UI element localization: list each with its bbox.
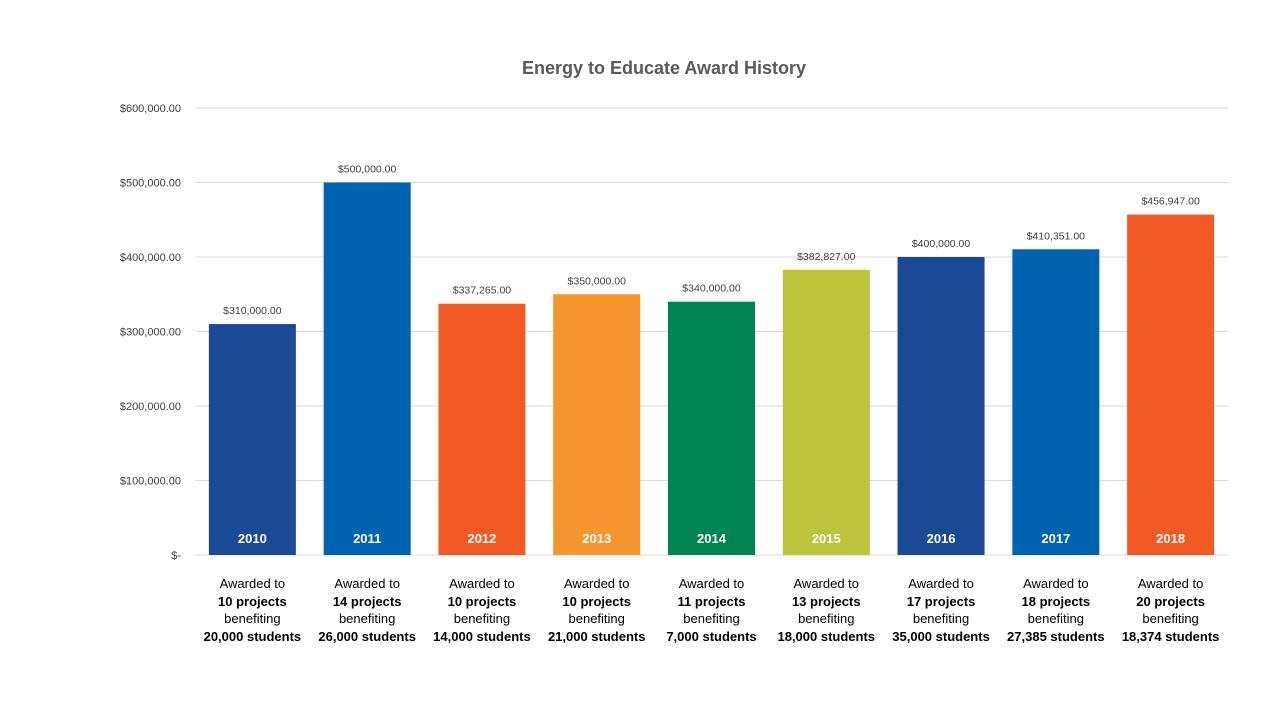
data-label: $337,265.00: [453, 285, 512, 297]
caption-line2: 10 projects: [218, 593, 287, 609]
category-label: 2016: [927, 531, 956, 546]
caption-line4: 21,000 students: [547, 628, 646, 644]
data-label: $310,000.00: [223, 305, 282, 317]
data-label: $500,000.00: [338, 164, 397, 176]
award-caption: Awarded to 10 projects benefiting 20,000 st…: [197, 575, 307, 645]
caption-line4: 18,000 students: [777, 628, 876, 644]
chart-title: Energy to Educate Award History: [522, 58, 806, 78]
caption-line1: Awarded to: [449, 576, 515, 591]
caption-line4: 26,000 students: [318, 628, 416, 644]
y-tick-label: $300,000.00: [120, 327, 181, 339]
caption-line1: Awarded to: [219, 576, 286, 591]
data-label: $382,827.00: [797, 251, 856, 263]
y-tick-label: $200,000.00: [120, 401, 181, 413]
caption-line2: 10 projects: [447, 593, 517, 609]
bar-2010: [208, 324, 296, 555]
caption-line4: 7,000 students: [666, 628, 757, 644]
caption-line1: Awarded to: [678, 576, 745, 591]
category-label: 2015: [812, 531, 841, 546]
data-label: $456,947.00: [1141, 196, 1200, 208]
category-label: 2018: [1156, 531, 1185, 546]
caption-line3: benefiting: [1027, 611, 1085, 626]
bar-2015: [782, 269, 870, 555]
category-label: 2012: [467, 531, 496, 546]
data-label: $340,000.00: [682, 283, 741, 295]
bar-2013: [553, 294, 641, 555]
y-tick-label: $400,000.00: [120, 252, 181, 264]
caption-line1: Awarded to: [563, 576, 630, 591]
caption-line3: benefiting: [568, 611, 625, 626]
award-caption: Awarded to 17 projects benefiting 35,000 st…: [886, 575, 996, 645]
caption-line4: 20,000 students: [203, 628, 302, 644]
caption-line2: 13 projects: [791, 593, 861, 609]
caption-line1: Awarded to: [334, 576, 400, 591]
category-label: 2011: [353, 531, 381, 546]
bar-2014: [668, 301, 755, 555]
caption-line4: 18,374 students: [1121, 628, 1220, 644]
category-label: 2014: [697, 531, 727, 546]
caption-line2: 14 projects: [332, 593, 402, 609]
caption-line3: benefiting: [224, 611, 281, 626]
bar-2012: [438, 303, 526, 555]
data-labels: $310,000.00 $500,000.00 $337,265.00 $350,00…: [223, 164, 1200, 318]
caption-line2: 17 projects: [906, 593, 976, 609]
award-caption: Awarded to 14 projects benefiting 26,000 st…: [312, 575, 422, 645]
caption-line3: benefiting: [798, 611, 855, 626]
caption-line3: benefiting: [338, 611, 396, 626]
category-label: 2013: [582, 531, 611, 546]
caption-line3: benefiting: [453, 611, 511, 626]
y-tick-label: $-: [171, 550, 181, 562]
caption-line3: benefiting: [1142, 611, 1199, 626]
bar-2017: [1012, 249, 1100, 555]
caption-line2: 11 projects: [677, 593, 746, 609]
bar-2018: [1127, 214, 1215, 556]
data-label: $350,000.00: [568, 275, 627, 287]
y-tick-label: $500,000.00: [120, 178, 181, 190]
caption-line1: Awarded to: [908, 576, 974, 591]
award-caption: Awarded to 13 projects benefiting 18,000 st…: [771, 575, 881, 645]
caption-line4: 14,000 students: [433, 628, 531, 644]
caption-line3: benefiting: [912, 611, 970, 626]
award-caption: Awarded to 10 projects benefiting 14,000 st…: [427, 575, 537, 645]
y-tick-label: $100,000.00: [120, 476, 181, 488]
caption-line4: 27,385 students: [1007, 628, 1105, 644]
bar-2011: [323, 182, 411, 555]
award-caption: Awarded to 20 projects benefiting 18,374 st…: [1116, 575, 1226, 645]
caption-line2: 10 projects: [562, 593, 632, 609]
award-caption: Awarded to 10 projects benefiting 21,000 st…: [542, 575, 652, 645]
bars: [208, 182, 1215, 556]
bar-2016: [897, 257, 985, 555]
category-label: 2017: [1041, 531, 1070, 546]
data-label: $400,000.00: [912, 238, 971, 250]
data-label: $410,351.00: [1027, 230, 1086, 242]
award-caption: Awarded to 11 projects benefiting 7,000 stu…: [657, 575, 767, 645]
award-caption: Awarded to 18 projects benefiting 27,385 st…: [1001, 575, 1111, 645]
y-tick-label: $600,000.00: [120, 103, 181, 115]
caption-line2: 18 projects: [1021, 593, 1091, 609]
category-label: 2010: [238, 531, 267, 546]
caption-line1: Awarded to: [793, 576, 860, 591]
caption-line1: Awarded to: [1137, 576, 1204, 591]
category-labels: 2010 2011 2012 2013 2014 2015 2016 2017 2018: [238, 531, 1185, 546]
caption-line3: benefiting: [683, 611, 740, 626]
caption-line2: 20 projects: [1136, 593, 1205, 609]
caption-line4: 35,000 students: [892, 628, 990, 644]
y-axis-tick-labels: $- $100,000.00 $200,000.00 $300,000.00 $400,…: [120, 103, 182, 562]
caption-line1: Awarded to: [1023, 576, 1089, 591]
